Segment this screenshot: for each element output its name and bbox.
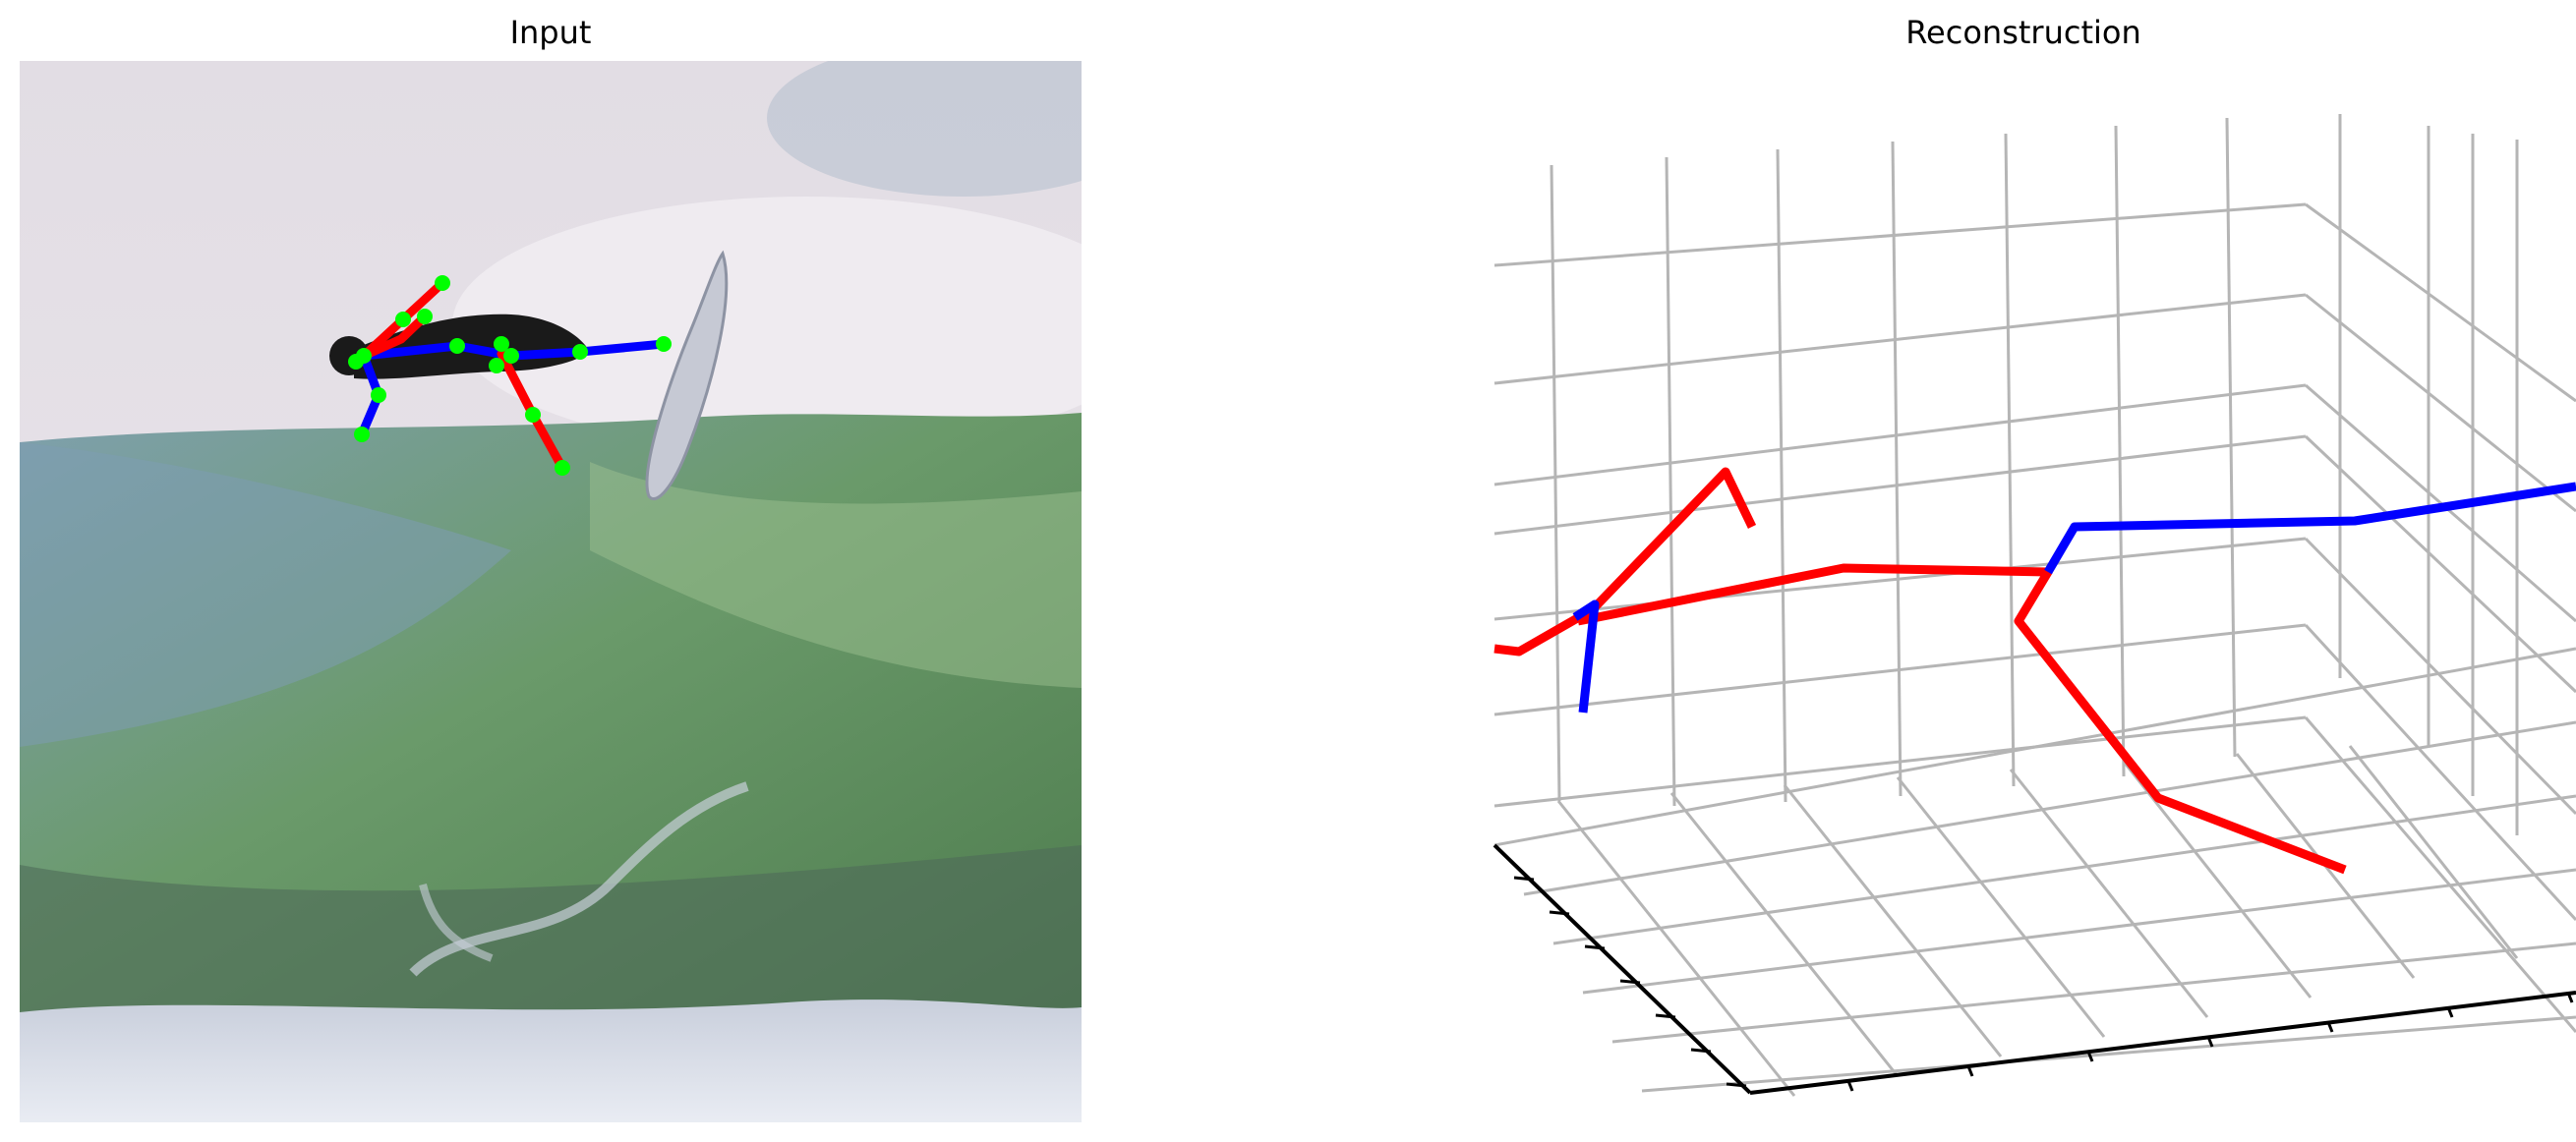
axis-left-tick-5 <box>1690 1048 1712 1054</box>
grid-floor-cross-4 <box>1611 942 2576 1044</box>
pose-joint-12 <box>555 460 570 476</box>
pose-joint-1 <box>395 312 411 327</box>
axis-lines <box>1493 843 2576 1095</box>
axis-left-tick-2 <box>1584 944 1606 950</box>
grid-floor-cross-1 <box>1523 720 2576 896</box>
pose-overlay-2d <box>348 275 672 476</box>
pose-joint-0 <box>435 275 450 291</box>
reconstruction-axes <box>1493 114 2576 1097</box>
pose-joint-4 <box>371 387 386 403</box>
axis-left-tick-1 <box>1549 910 1570 916</box>
grid-horizontal-4 <box>1493 537 2307 621</box>
grid-vertical-4 <box>2004 133 2016 787</box>
grid-horizontal-3 <box>1493 434 2307 536</box>
axis-bottom-tick-6 <box>2566 992 2574 1003</box>
grid-vertical-0 <box>1550 164 1561 802</box>
pose-joint-14 <box>489 358 504 373</box>
axis-bottom-tick-2 <box>2086 1051 2094 1062</box>
grid-floor-7 <box>2348 745 2519 959</box>
grid-vertical-5 <box>2114 125 2126 777</box>
grid-vertical-1 <box>1665 156 1676 807</box>
grid-floor-0 <box>1556 800 1796 1097</box>
grid-vertical-6 <box>2225 117 2237 758</box>
axis-bottom-tick-1 <box>1966 1065 1974 1077</box>
grid-side-4 <box>2304 537 2576 816</box>
grid-horizontal-6 <box>1493 715 2307 808</box>
axis-bottom-tick-5 <box>2446 1006 2454 1018</box>
reconstruction-panel-title: Reconstruction <box>1905 14 2140 51</box>
axis-bottom-tick-4 <box>2326 1021 2334 1033</box>
grid-side-6 <box>2304 716 2576 1033</box>
grid-vertical-3 <box>1891 141 1903 797</box>
pose-joint-2 <box>417 309 433 324</box>
grid-horizontal-1 <box>1493 293 2307 385</box>
axis-bottom-tick-0 <box>1846 1080 1854 1092</box>
pose-joint-11 <box>525 407 541 423</box>
pose-joint-8 <box>494 336 509 352</box>
pose-joint-10 <box>656 336 672 352</box>
grid-floor-cross-2 <box>1552 794 2576 945</box>
skeleton-bone-2 <box>1572 600 1600 714</box>
grid-lines <box>1493 114 2576 1097</box>
grid-horizontal-0 <box>1493 202 2307 267</box>
axis-left-tick-4 <box>1655 1013 1676 1019</box>
grid-floor-cross-5 <box>1641 1015 2576 1093</box>
grid-horizontal-2 <box>1493 383 2307 486</box>
axis-left-tick-6 <box>1726 1082 1747 1088</box>
axis-left-tick-0 <box>1513 876 1535 882</box>
skeleton-bone-0 <box>1493 467 1757 657</box>
input-image <box>20 61 1082 1122</box>
pose-joint-13 <box>348 354 364 370</box>
pose-bone-4 <box>359 312 430 361</box>
skeleton-bone-3 <box>2044 482 2576 575</box>
axis-left-tick-3 <box>1619 979 1641 985</box>
pose-joint-5 <box>354 427 370 442</box>
grid-floor-1 <box>1669 792 1900 1077</box>
grid-side-0 <box>2305 202 2576 403</box>
axis-bottom <box>1749 991 2576 1095</box>
grid-floor-2 <box>1783 784 2003 1057</box>
grid-floor-cross-3 <box>1582 868 2576 995</box>
pose-joint-9 <box>572 344 588 360</box>
grid-side-5 <box>2304 623 2576 922</box>
grid-vertical-2 <box>1776 148 1787 803</box>
pose-joint-7 <box>503 348 519 364</box>
grid-floor-cross-0 <box>1493 647 2576 847</box>
axis-bottom-tick-3 <box>2206 1036 2214 1048</box>
input-panel-title: Input <box>510 14 592 51</box>
grid-side-1 <box>2305 293 2576 513</box>
grid-side-3 <box>2304 434 2576 694</box>
grid-floor-3 <box>1896 776 2106 1038</box>
skeleton-bone-1 <box>1577 563 2347 875</box>
pose-joint-6 <box>449 338 465 354</box>
skeleton-3d <box>1493 467 2576 875</box>
grid-horizontal-5 <box>1493 623 2307 716</box>
